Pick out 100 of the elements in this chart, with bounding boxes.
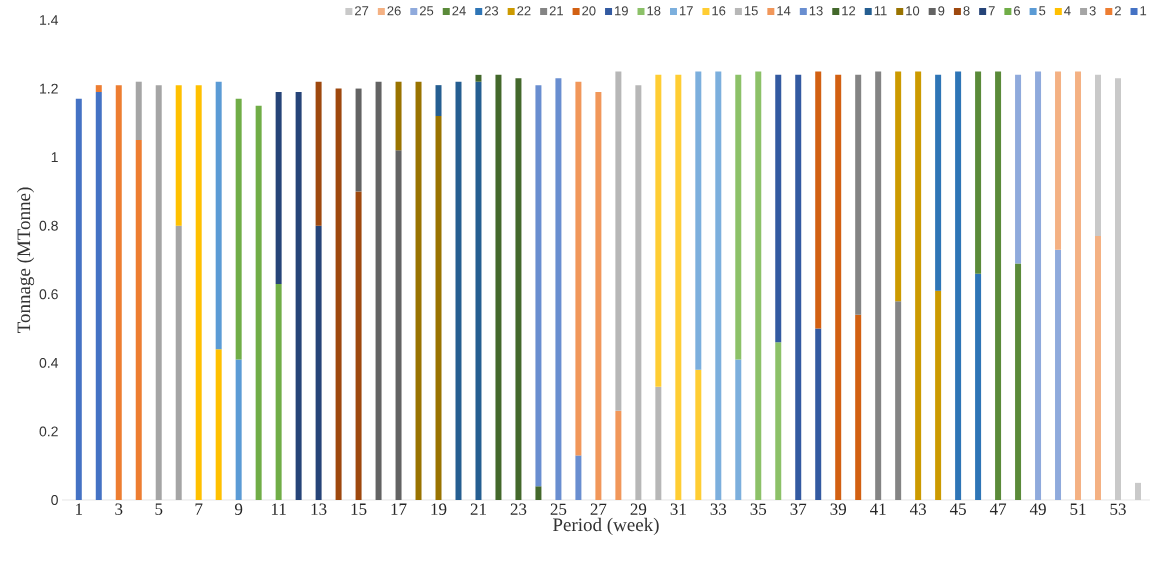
legend-label: 18 [647,6,661,16]
bar [735,359,742,500]
x-tick-label: 9 [234,503,243,515]
legend-label: 15 [744,6,758,16]
bar [195,85,202,500]
x-tick-label: 37 [790,503,807,515]
bar [315,81,322,226]
x-tick-label: 5 [155,503,163,515]
bar [975,71,982,274]
bar [975,273,982,500]
legend-label: 17 [679,6,693,16]
legend-label: 25 [419,6,434,16]
bar [855,314,862,500]
bar [875,71,882,500]
bar [95,92,102,500]
x-tick-label: 23 [510,503,527,515]
x-tick-label: 13 [311,503,327,515]
legend-label: 9 [938,6,945,16]
bar [735,74,742,360]
legend-label: 23 [484,6,499,16]
legend-label: 19 [615,6,628,16]
x-tick-label: 39 [830,503,847,515]
x-tick-label: 35 [750,503,767,515]
bar [495,74,502,500]
legend-label: 12 [842,6,856,16]
bar [955,71,962,500]
bar [695,369,702,500]
x-tick-label: 3 [115,503,123,515]
bar [715,71,722,500]
x-tick-label: 19 [431,503,447,515]
bar [535,486,542,500]
bar [915,71,922,500]
x-tick-label: 11 [271,503,286,515]
bar [275,92,282,284]
legend-label: 27 [355,6,369,16]
bar [1055,249,1062,500]
legend-label: 4 [1064,6,1071,16]
legend-label: 16 [712,6,726,16]
bar [235,359,242,500]
legend-label: 8 [963,6,970,16]
bar [435,116,442,500]
bar [175,85,182,226]
bar [255,105,262,500]
bar [475,74,482,82]
x-tick-label: 27 [590,503,607,515]
bar [795,74,802,500]
bar [395,81,402,151]
bar [1015,74,1022,264]
x-tick-label: 33 [710,503,727,515]
x-tick-label: 51 [1070,503,1086,515]
bar [355,191,362,500]
bar [935,74,942,291]
bar [395,150,402,500]
legend-label: 22 [517,6,531,16]
bar [295,92,302,500]
x-tick-label: 7 [195,503,203,515]
bar [1075,71,1082,500]
x-tick-label: 53 [1110,503,1126,515]
bar [235,98,242,360]
bar [215,349,222,500]
x-tick-label: 49 [1029,503,1046,515]
y-tick-label: 0.2 [39,426,58,437]
bar [695,71,702,370]
x-tick-label: 31 [670,503,686,515]
bar [315,225,322,500]
bar [815,71,822,329]
x-tick-label: 43 [909,503,926,515]
bar [1095,236,1101,500]
x-tick-label: 17 [391,503,407,515]
bar [515,78,522,500]
bar [455,81,462,500]
bar [855,74,862,315]
y-tick-label: 0 [51,495,58,505]
x-tick-label: 47 [989,503,1007,515]
bar [375,81,382,500]
bar [1015,263,1022,500]
x-tick-label: 41 [870,503,886,515]
bar [95,85,102,92]
legend-label: 26 [387,6,401,16]
bar [815,328,822,500]
bar [435,85,442,116]
y-tick-label: 1 [51,152,58,162]
bar [595,92,602,500]
y-tick-label: 0.8 [39,220,58,231]
bar [335,88,342,500]
bar [995,71,1002,500]
x-tick-label: 1 [76,503,83,515]
x-tick-label: 29 [630,503,647,515]
bar [155,85,162,500]
bar [575,455,582,500]
bar [75,98,82,500]
bar [215,81,222,350]
bar [935,290,942,500]
y-axis-title: Tonnage (MTonne) [16,187,35,333]
bar [1035,71,1042,500]
legend-label: 24 [452,6,466,16]
legend-label: 13 [809,6,823,16]
bar [275,284,282,500]
legend-label: 11 [874,6,887,16]
bar [895,301,902,500]
